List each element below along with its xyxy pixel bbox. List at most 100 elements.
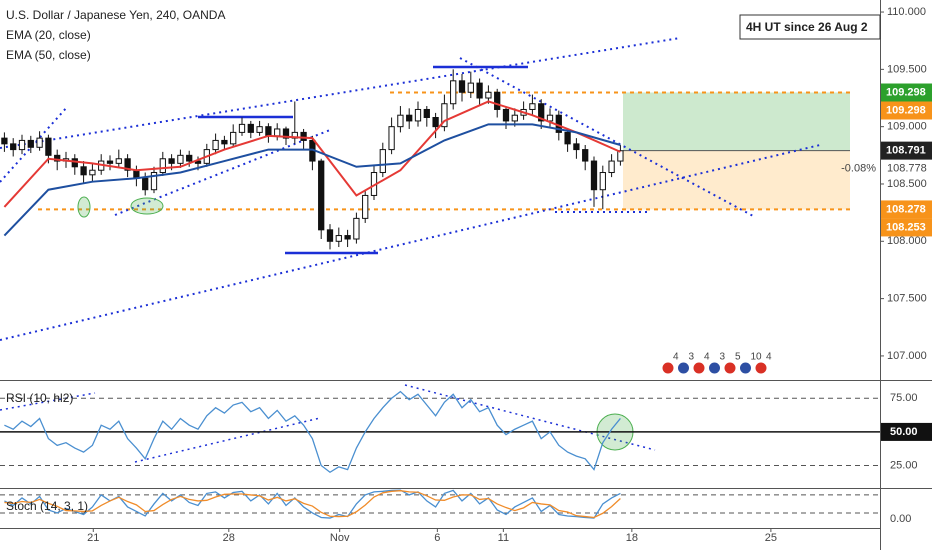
candle-body (186, 154, 193, 162)
candle-body (45, 137, 52, 156)
ema-line (3, 100, 621, 208)
price-tag-label: 108.253 (886, 221, 926, 233)
price-tag (881, 101, 932, 120)
y-tick-label: 0.00 (890, 513, 911, 525)
candle-body (238, 123, 246, 133)
target-zone (623, 92, 850, 151)
candle-body (414, 108, 422, 122)
trend-line (459, 57, 756, 218)
price-tag-label: 108.791 (886, 145, 926, 157)
price-tag-label: 108.278 (886, 203, 926, 215)
position-layer (38, 91, 850, 211)
pane-title: Stoch (14, 3, 1) (6, 499, 88, 513)
candle-body (546, 114, 554, 122)
candle-body (573, 143, 580, 151)
trend-line (0, 37, 681, 149)
x-tick-label: 18 (626, 532, 638, 544)
y-tick-label: 50.00 (890, 426, 918, 438)
event-icon (739, 361, 752, 375)
y-tick-label: 108.500 (887, 178, 927, 190)
indicator-line (4, 489, 621, 519)
candle-body (27, 139, 34, 148)
x-tick-label: Nov (330, 532, 350, 544)
candle-body (599, 172, 606, 191)
rsi-trend-line (134, 417, 321, 463)
candle-body (212, 139, 219, 151)
candle-body (476, 82, 483, 99)
candle-body (159, 158, 166, 174)
candle-body (256, 126, 263, 133)
trend-lines (0, 37, 821, 463)
candle-body (300, 131, 307, 141)
price-tag-label: 109.298 (886, 86, 926, 98)
candle-body (230, 131, 237, 145)
candle-body (10, 143, 17, 151)
x-tick-label: 11 (498, 532, 509, 544)
y-tick-label: 25.00 (890, 459, 918, 471)
indicator-line (4, 390, 621, 474)
y-tick-label: 109.000 (887, 121, 927, 133)
event-icon (692, 361, 706, 375)
candle-body (274, 128, 281, 137)
event-count: 5 (735, 352, 741, 363)
event-count: 10 (751, 352, 763, 363)
candle-body (80, 166, 87, 176)
trend-line (114, 129, 331, 216)
event-icon (677, 361, 690, 375)
change-label: -0.08% (841, 163, 876, 175)
event-icon (754, 361, 768, 375)
candle-body (142, 177, 149, 191)
x-tick-label: 21 (87, 532, 99, 544)
candle-body (441, 103, 448, 128)
ema-line (3, 123, 621, 237)
candle-body (282, 128, 290, 139)
legend-entry: EMA (20, close) (6, 28, 91, 42)
event-count: 4 (766, 352, 772, 363)
plot-layer: 110.000 109.500 109.000 108.500 108.000 107.5… (0, 6, 932, 544)
candle-body (168, 158, 175, 164)
rsi-trend-line (404, 384, 656, 451)
event-count: 3 (720, 352, 726, 363)
event-icon (723, 361, 737, 375)
event-count: 4 (704, 352, 710, 363)
candle-body (502, 108, 510, 122)
candle-body (379, 149, 386, 174)
y-tick-label: 107.500 (887, 293, 927, 305)
candle-body (353, 217, 360, 240)
stop-zone (623, 150, 850, 210)
candle-body (608, 160, 615, 174)
candle-body (150, 172, 158, 191)
candle-body (362, 194, 369, 219)
candle-body (71, 158, 78, 168)
candle-body (177, 154, 184, 164)
candle-body (423, 108, 430, 118)
price-tag-label: 109.298 (886, 104, 926, 116)
y-tick-label: 75.00 (890, 392, 918, 404)
candle-body (529, 103, 536, 110)
x-tick-label: 25 (765, 532, 777, 544)
candle-body (511, 114, 518, 122)
price-tag (881, 141, 932, 160)
annotation: 4H UT since 26 Aug 2 (746, 20, 868, 34)
candle-body (397, 114, 404, 128)
price-label: 108.778 (887, 163, 927, 175)
pane-title: RSI (10, hl2) (6, 391, 73, 405)
candle-body (406, 114, 413, 122)
annotation-box (739, 14, 881, 40)
legend-entry: EMA (50, close) (6, 48, 91, 62)
candle-body (106, 160, 114, 164)
candle-body (124, 158, 131, 171)
candle-body (564, 131, 571, 145)
candle-body (18, 139, 26, 151)
candle-body (450, 80, 457, 105)
highlight (130, 197, 164, 215)
candle-body (54, 154, 61, 162)
candle-body (326, 229, 334, 242)
candle-body (265, 126, 272, 137)
chart-title: U.S. Dollar / Japanese Yen, 240, OANDA (6, 8, 225, 22)
candle-body (432, 116, 439, 128)
candle-body (247, 123, 254, 133)
